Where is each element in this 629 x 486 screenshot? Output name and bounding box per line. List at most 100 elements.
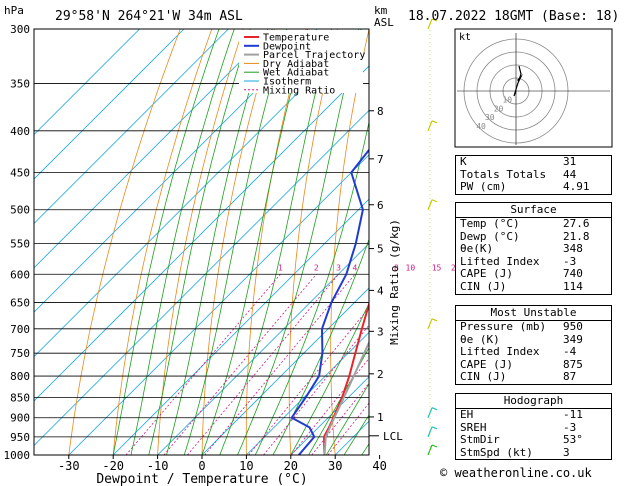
wet-adiabat-line [290,302,369,455]
legend-label: Temperature [263,33,329,44]
surface-label: Temp (°C) [460,217,520,230]
wind-barb-flag [431,318,438,322]
index-row-totals: Totals Totals 44 [456,167,611,182]
isotherm-line [34,29,185,180]
legend-label: Parcel Trajectory [263,50,365,61]
most-unstable-title: Most Unstable [456,306,611,321]
km-tick-label: 5 [377,243,384,256]
temperature-axis: -30 -20 -10 0 10 20 30 40 [58,455,387,473]
mu-label: CIN (J) [460,370,507,384]
wet-adiabat-line [308,346,369,455]
hodograph-ring-label: 10 [502,96,512,105]
surface-value: 21.8 [563,229,590,243]
mu-label: Lifted Index [460,345,540,359]
surface-value: 348 [563,242,583,256]
hodograph-ring-label: 30 [485,113,495,122]
hodo-value: 53° [563,433,583,447]
temp-tick-label: 20 [284,459,298,473]
legend-label: Dry Adiabat [263,59,329,70]
index-value: 31 [563,155,577,168]
mixing-ratio-lines [125,273,369,455]
mixing-ratio-line [263,324,369,455]
temp-tick-label: -20 [102,459,124,473]
surface-label: Dewp (°C) [460,229,520,243]
hodograph-frame [454,28,613,148]
isotherm-line [34,29,274,269]
wind-barbs [427,18,438,456]
wind-barb [427,120,433,132]
pressure-tick-label: 350 [10,78,30,91]
isotherm-line [201,287,369,455]
mixing-ratio-line [248,307,369,455]
surface-label: CAPE (J) [460,267,513,281]
pressure-tick-label: 600 [10,268,30,281]
isotherm-line [34,109,369,446]
temp-tick-label: 40 [372,459,386,473]
hodograph-ring-label: 20 [494,104,504,113]
hodograph-trace [513,65,522,97]
legend-box [239,30,363,93]
legend-label: Wet Adiabat [263,68,329,79]
legend-label: Mixing Ratio [263,85,335,96]
lcl-label: LCL [383,430,403,443]
hodo-value: 3 [563,445,570,459]
wind-barb [427,18,433,30]
series-line-parcel-trajectory [323,340,369,455]
wind-barb-flag [431,120,438,124]
surface-label: CIN (J) [460,279,507,293]
pressure-tick-label: 850 [10,391,30,404]
mixing-ratio-line [291,357,369,455]
hodo-label: StmDir [460,433,500,447]
mu-label: Pressure (mb) [460,320,547,333]
hodograph-table-title: Hodograph [456,394,611,409]
wind-barb-flag [431,407,438,411]
pressure-tick-label: 950 [10,431,30,444]
mu-value: -4 [563,345,577,359]
pressure-axis: 300 350 400 450 500 550 600 650 700 750 800 850 900 9… [4,23,31,462]
km-tick-label: 7 [377,153,384,166]
pressure-tick-label: 900 [10,412,30,425]
unit-asl: ASL [374,16,394,29]
pressure-tick-label: 550 [10,237,30,250]
surface-value: 114 [563,279,583,293]
temp-tick-label: 0 [198,459,205,473]
index-row-pw: PW (cm) 4.91 [456,181,611,194]
wet-adiabat-line [325,382,369,455]
mu-label: CAPE (J) [460,357,513,371]
unit-km: km [374,4,388,17]
mixing-ratio-label: 3 [336,263,341,272]
mixing-ratio-line [163,273,317,455]
pressure-tick-label: 300 [10,23,30,36]
series-line-dewpoint [290,148,369,455]
index-value: 4.91 [563,180,590,194]
wet-adiabat-line [112,29,220,455]
km-tick-label: 3 [377,325,384,338]
isotherm-line [246,331,369,455]
pressure-tick-label: 400 [10,125,30,138]
wind-barb-flag [431,18,438,22]
surface-value: -3 [563,254,577,268]
temp-tick-label: -30 [58,459,80,473]
mu-value: 875 [563,357,583,371]
index-value: 44 [563,167,577,181]
wind-barb-flag [431,199,438,203]
wind-barb [427,407,433,418]
legend-label: Isotherm [263,77,311,88]
isotherm-line [34,29,318,313]
wind-barb [427,199,433,210]
km-tick-label: 4 [377,284,384,297]
sounding-profiles [290,148,369,455]
dry-adiabat-line [68,29,181,455]
hodo-label: StmSpd (kt) [460,445,533,459]
pressure-tick-label: 800 [10,370,30,383]
wind-barb-flag [431,444,438,448]
mixing-ratio-label: 2 [314,263,319,272]
km-tick-label: 1 [377,411,384,424]
dry-adiabat-line [410,29,432,455]
mu-value: 87 [563,370,577,384]
mixing-ratio-label: 4 [353,263,358,272]
hodo-label: SREH [460,420,487,434]
mu-value: 349 [563,332,583,346]
